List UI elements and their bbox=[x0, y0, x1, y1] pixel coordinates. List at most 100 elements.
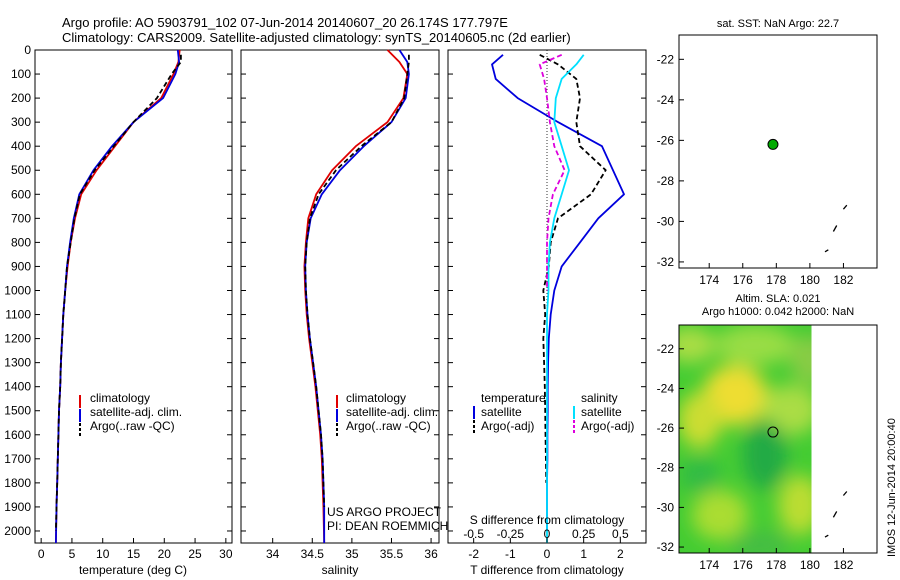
difference-series-line bbox=[491, 54, 625, 531]
legend-satellite-label: satellite-adj. clim. bbox=[346, 405, 438, 419]
salinity-xtick-label: 35.5 bbox=[380, 547, 404, 561]
difference-xtick-label: -1 bbox=[505, 547, 516, 561]
profile-location-marker bbox=[767, 138, 779, 150]
salinity-series-line bbox=[304, 54, 410, 507]
depth-tick-label: 1500 bbox=[4, 404, 31, 418]
legend-argo-label: Argo(..raw -QC) bbox=[346, 419, 431, 433]
salinity-xtick-label: 35 bbox=[345, 547, 359, 561]
map-bottom-xtick-label: 174 bbox=[699, 558, 719, 572]
temperature-panel: 0 5 10 15 20 25 30 0 100 200 300 400 500 600 700 800 90… bbox=[4, 43, 233, 577]
depth-tick-label: 1600 bbox=[4, 428, 31, 442]
sla-heatmap bbox=[679, 325, 812, 553]
legend-satellite-label: satellite-adj. clim. bbox=[90, 405, 182, 419]
depth-tick-label: 1400 bbox=[4, 380, 31, 394]
map-top-ytick-label: -26 bbox=[657, 133, 675, 147]
salinity-panel: 34 34.5 35 35.5 36 salinity climatology sate… bbox=[240, 49, 448, 577]
depth-tick-label: 1900 bbox=[4, 500, 31, 514]
map-top-ytick-label: -22 bbox=[657, 52, 675, 66]
salinity-xtick-label: 36 bbox=[424, 547, 438, 561]
difference-xtick-label: 2 bbox=[617, 547, 624, 561]
legend-t-satellite-label: satellite bbox=[481, 405, 522, 419]
map-top-xtick-label: 178 bbox=[766, 273, 786, 287]
map-top-xtick-label: 182 bbox=[833, 273, 853, 287]
map-bottom-ytick-label: -22 bbox=[657, 342, 675, 356]
map-bottom-ytick-label: -30 bbox=[657, 500, 675, 514]
difference-xtick-label: 1 bbox=[580, 547, 587, 561]
temperature-xtick-label: 20 bbox=[158, 547, 172, 561]
map-bottom-xtick-label: 178 bbox=[766, 558, 786, 572]
depth-tick-label: 1200 bbox=[4, 332, 31, 346]
temperature-series-line bbox=[55, 49, 181, 544]
temperature-xtick-label: 30 bbox=[219, 547, 233, 561]
temperature-series-line bbox=[55, 54, 182, 532]
map-top-ytick-label: -32 bbox=[657, 255, 675, 269]
heatmap-blob bbox=[680, 457, 720, 493]
coastline bbox=[824, 249, 829, 253]
depth-tick-label: 700 bbox=[11, 211, 31, 225]
depth-tick-label: 100 bbox=[11, 67, 31, 81]
map-top-axes-box bbox=[678, 34, 878, 269]
map-bottom-ytick-label: -26 bbox=[657, 421, 675, 435]
depth-tick-label: 1300 bbox=[4, 356, 31, 370]
depth-tick-label: 1000 bbox=[4, 283, 31, 297]
map-bottom-xtick-label: 180 bbox=[800, 558, 820, 572]
coastline bbox=[842, 491, 848, 496]
coastline bbox=[842, 204, 848, 210]
map-bottom-xtick-label: 182 bbox=[833, 558, 853, 572]
salinity-xtick-label: 34 bbox=[266, 547, 280, 561]
difference-series-line bbox=[539, 54, 607, 483]
credits-line1: US ARGO PROJECT bbox=[327, 505, 442, 519]
heatmap-blobs bbox=[679, 325, 812, 553]
map-bottom-title1: Altim. SLA: 0.021 bbox=[736, 293, 821, 305]
map-bottom-axes-box bbox=[678, 324, 878, 554]
legend-s-argo-label: Argo(-adj) bbox=[581, 419, 634, 433]
depth-tick-label: 300 bbox=[11, 115, 31, 129]
depth-tick-label: 600 bbox=[11, 187, 31, 201]
map-top-panel: sat. SST: NaN Argo: 22.7 174 176 178 180 182… bbox=[657, 18, 878, 287]
legend-argo-label: Argo(..raw -QC) bbox=[90, 419, 175, 433]
depth-tick-label: 0 bbox=[24, 43, 31, 57]
heatmap-blob bbox=[730, 533, 790, 553]
map-bottom-xtick-label: 176 bbox=[733, 558, 753, 572]
difference-xlabel: T difference from climatology bbox=[470, 563, 624, 577]
heatmap-blob bbox=[743, 420, 787, 490]
map-bottom-panel: Altim. SLA: 0.021 Argo h1000: 0.042 h200… bbox=[657, 293, 898, 572]
map-top-xtick-label: 180 bbox=[800, 273, 820, 287]
map-top-xtick-label: 174 bbox=[699, 273, 719, 287]
salinity-series-line bbox=[304, 49, 410, 543]
difference-top-xlabel: S difference from climatology bbox=[470, 513, 625, 527]
depth-tick-label: 900 bbox=[11, 259, 31, 273]
header-line2: Climatology: CARS2009. Satellite-adjuste… bbox=[62, 30, 571, 45]
depth-tick-label: 2000 bbox=[4, 524, 31, 538]
difference-series-line bbox=[538, 53, 566, 291]
depth-tick-label: 400 bbox=[11, 139, 31, 153]
legend-temperature-title: temperature bbox=[481, 391, 546, 405]
depth-tick-label: 1800 bbox=[4, 476, 31, 490]
temperature-xlabel: temperature (deg C) bbox=[79, 563, 187, 577]
temperature-xtick-label: 5 bbox=[69, 547, 76, 561]
heatmap-blob bbox=[679, 392, 722, 448]
difference-xtick-label: 0 bbox=[544, 547, 551, 561]
salinity-axes-box bbox=[240, 49, 440, 544]
map-top-ytick-label: -28 bbox=[657, 174, 675, 188]
difference-top-xtick-label: 0.5 bbox=[612, 527, 629, 541]
legend-climatology-label: climatology bbox=[346, 391, 406, 405]
temperature-xtick-label: 0 bbox=[38, 547, 45, 561]
legend-s-satellite-label: satellite bbox=[581, 405, 622, 419]
legend-salinity-title: salinity bbox=[581, 391, 618, 405]
difference-top-xtick-label: 0 bbox=[544, 527, 551, 541]
profile-location-marker bbox=[767, 426, 779, 438]
depth-tick-label: 1700 bbox=[4, 452, 31, 466]
map-top-ytick-label: -30 bbox=[657, 214, 675, 228]
depth-tick-label: 1100 bbox=[5, 308, 31, 322]
coastline bbox=[832, 225, 838, 232]
difference-panel: -2 -1 0 1 2 -0.5 -0.25 0 0.25 0.5 T difference f… bbox=[447, 49, 647, 577]
heatmap-blob bbox=[778, 475, 812, 535]
map-bottom-ytick-label: -24 bbox=[657, 381, 675, 395]
salinity-xtick-label: 34.5 bbox=[301, 547, 325, 561]
depth-tick-label: 500 bbox=[11, 163, 31, 177]
legend-t-argo-label: Argo(-adj) bbox=[481, 419, 534, 433]
temperature-xtick-label: 25 bbox=[188, 547, 202, 561]
salinity-xlabel: salinity bbox=[322, 563, 359, 577]
